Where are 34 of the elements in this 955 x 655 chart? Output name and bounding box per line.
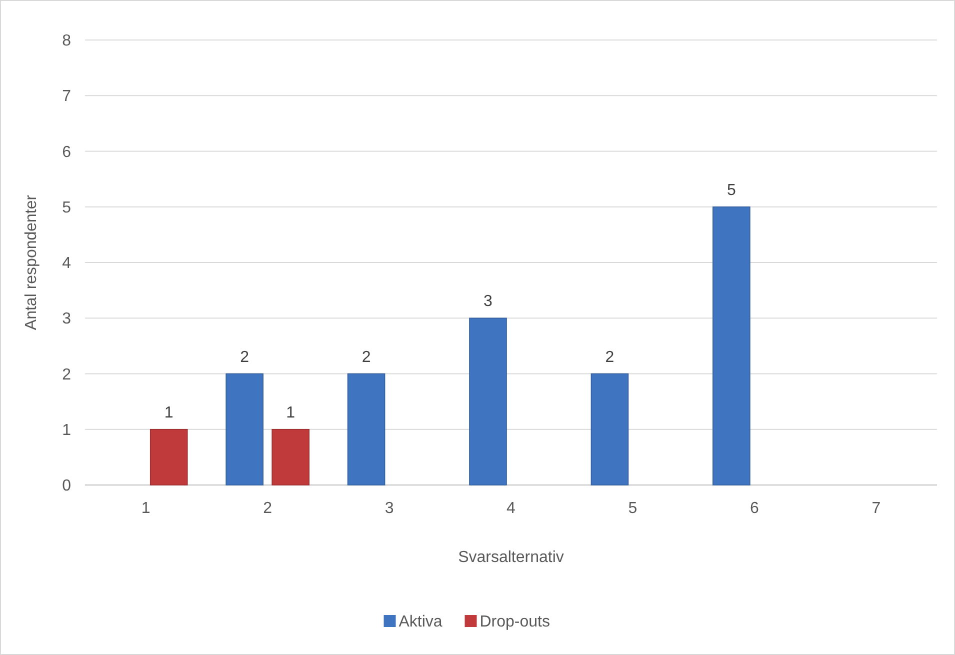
y-axis-title: Antal respondenter: [23, 194, 40, 330]
y-tick-label: 8: [62, 32, 72, 50]
y-tick-label: 0: [62, 478, 72, 495]
y-tick-label: 6: [62, 144, 72, 161]
bar: [226, 373, 264, 486]
bar: [150, 428, 188, 486]
data-label: 1: [164, 404, 174, 422]
y-tick-label: 1: [62, 422, 72, 439]
bar: [272, 428, 310, 486]
bar: [590, 373, 629, 486]
y-tick-label: 7: [62, 88, 72, 106]
bar: [469, 318, 507, 486]
x-tick-label: 5: [628, 500, 638, 517]
legend-label: Drop-outs: [480, 614, 550, 631]
data-label: 3: [484, 293, 493, 310]
bar: [347, 373, 386, 486]
legend-label: Aktiva: [398, 614, 442, 631]
x-axis-title: Svarsalternativ: [458, 549, 564, 566]
y-tick-label: 5: [62, 199, 72, 216]
x-tick-label: 7: [872, 500, 881, 517]
y-tick-label: 4: [62, 255, 72, 272]
data-label: 2: [362, 348, 371, 366]
y-tick-label: 2: [62, 366, 72, 384]
bar: [712, 206, 750, 486]
y-tick-label: 3: [62, 310, 72, 328]
data-label: 5: [726, 182, 736, 199]
data-label: 2: [605, 348, 614, 366]
x-tick-label: 1: [141, 500, 150, 517]
data-label: 1: [286, 404, 296, 422]
x-tick-label: 3: [384, 500, 394, 517]
x-tick-label: 2: [263, 500, 272, 517]
x-tick-label: 4: [506, 500, 516, 517]
x-tick-label: 6: [750, 500, 759, 517]
data-label: 2: [240, 348, 250, 366]
